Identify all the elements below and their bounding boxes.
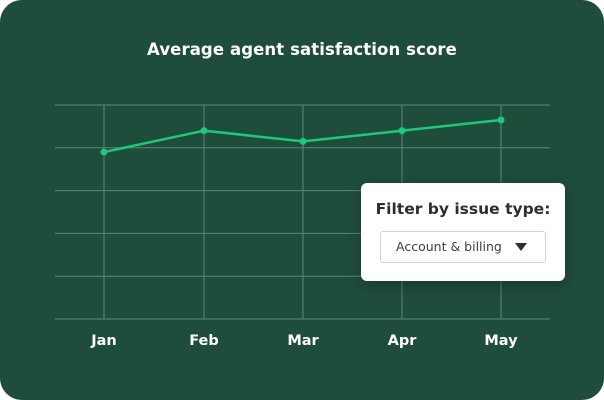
x-tick-label: Apr: [388, 333, 418, 349]
data-point: [300, 138, 307, 145]
issue-type-dropdown[interactable]: Account & billing: [380, 231, 546, 263]
filter-panel: Filter by issue type: Account & billing: [361, 183, 565, 281]
data-point: [498, 116, 505, 123]
filter-label: Filter by issue type:: [361, 200, 565, 218]
x-tick-label: Feb: [189, 333, 219, 349]
x-tick-label: May: [484, 333, 518, 349]
data-point: [201, 127, 208, 134]
data-point: [399, 127, 406, 134]
data-point: [101, 149, 108, 156]
x-tick-label: Jan: [90, 333, 117, 349]
caret-down-icon: [515, 243, 527, 251]
x-tick-label: Mar: [287, 333, 319, 349]
dropdown-selected-value: Account & billing: [396, 239, 502, 254]
